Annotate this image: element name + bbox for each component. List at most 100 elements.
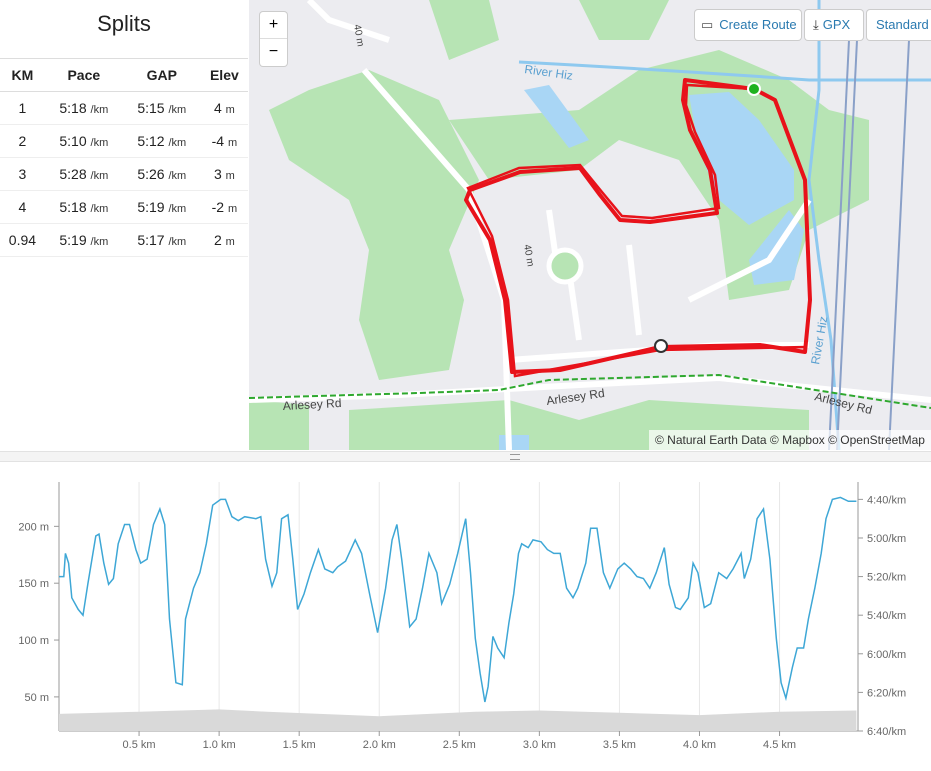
split-cell: 5:15 /km (122, 91, 201, 125)
y-tick-label: 50 m (25, 692, 49, 704)
zoom-out[interactable]: − (268, 43, 279, 60)
zoom-control: + − (260, 12, 287, 66)
split-row: 1 5:18 /km 5:15 /km 4 m (0, 91, 248, 125)
map[interactable]: River Hiz River Hiz Arlesey Rd Arlesey R… (249, 0, 931, 450)
value: -4 (211, 133, 225, 149)
split-cell: 5:18 /km (44, 190, 123, 224)
x-tick-label: 2.0 km (363, 739, 396, 751)
button-label: Create Route (719, 17, 797, 32)
split-row: 4 5:18 /km 5:19 /km -2 m (0, 190, 248, 224)
split-cell: -4 m (200, 124, 248, 158)
value: 5:10 (59, 133, 87, 149)
x-tick-label: 4.0 km (683, 739, 716, 751)
gpx-button[interactable]: ⤓ GPX (805, 10, 863, 40)
split-cell: 4 (0, 190, 45, 224)
value: 5:19 (137, 199, 165, 215)
elevation-area (59, 709, 857, 731)
start-marker (747, 82, 761, 96)
x-tick-label: 3.0 km (523, 739, 556, 751)
x-tick-label: 4.5 km (763, 739, 796, 751)
column-header: KM (0, 59, 45, 92)
split-row: 3 5:28 /km 5:26 /km 3 m (0, 157, 248, 191)
value: 5:15 (137, 100, 165, 116)
value: 5:18 (59, 100, 87, 116)
split-cell: 5:12 /km (122, 124, 201, 158)
y2-tick-label: 6:40/km (867, 726, 906, 738)
split-cell: 5:26 /km (122, 157, 201, 191)
y2-tick-label: 5:40/km (867, 610, 906, 622)
value: 5:26 (137, 166, 165, 182)
create-route-button[interactable]: ▭ Create Route (695, 10, 801, 40)
button-label: GPX (822, 17, 851, 32)
value: 5:17 (137, 232, 165, 248)
button-label: Standard M (876, 17, 931, 32)
map-label: 40 m (521, 244, 536, 268)
unit: /km (90, 203, 109, 215)
unit: /km (168, 236, 187, 248)
split-cell: 3 m (200, 157, 248, 191)
value: 2 (18, 133, 27, 149)
zoom-in[interactable]: + (260, 12, 287, 39)
finish-marker (654, 339, 668, 353)
park (249, 0, 869, 450)
map-canvas: River Hiz River Hiz Arlesey Rd Arlesey R… (249, 0, 931, 450)
roads (249, 0, 931, 450)
split-cell: 5:17 /km (122, 223, 201, 257)
y-tick-label: 150 m (18, 578, 49, 590)
value: 1 (18, 100, 27, 116)
unit: /km (90, 104, 109, 116)
map-label: River Hiz (524, 62, 574, 83)
y2-tick-label: 4:40/km (867, 494, 906, 506)
y2-tick-label: 5:20/km (867, 572, 906, 584)
unit: /km (168, 104, 187, 116)
value: 5:12 (137, 133, 165, 149)
x-tick-label: 3.5 km (603, 739, 636, 751)
column-header: Pace (44, 59, 123, 92)
split-cell: 5:10 /km (44, 124, 123, 158)
unit: m (225, 170, 235, 182)
x-tick-label: 1.0 km (203, 739, 236, 751)
unit: /km (168, 170, 187, 182)
splits-title: Splits (0, 0, 248, 59)
unit: m (225, 104, 235, 116)
value: 5:19 (59, 232, 87, 248)
column-header: Elev (200, 59, 248, 92)
x-tick-label: 1.5 km (283, 739, 316, 751)
unit: m (225, 236, 235, 248)
resize-handle[interactable] (0, 451, 931, 462)
y-tick-label: 100 m (18, 635, 49, 647)
split-cell: 5:19 /km (44, 223, 123, 257)
splits-panel: Splits KM Pace GAP Elev 1 5:18 /km 5:15 /km 4 m… (0, 0, 248, 450)
split-cell: 2 m (200, 223, 248, 257)
split-cell: 4 m (200, 91, 248, 125)
map-attribution: © Natural Earth Data © Mapbox © OpenStre… (655, 433, 925, 447)
unit: /km (168, 137, 187, 149)
unit: m (227, 137, 238, 149)
unit: /km (90, 170, 109, 182)
value: 0.94 (8, 232, 37, 248)
value: 3 (18, 166, 27, 182)
value: 5:28 (59, 166, 87, 182)
x-tick-label: 0.5 km (123, 739, 156, 751)
split-cell: 5:18 /km (44, 91, 123, 125)
value: 3 (213, 166, 222, 182)
split-row: 2 5:10 /km 5:12 /km -4 m (0, 124, 248, 158)
split-cell: -2 m (200, 190, 248, 224)
map-label: 40 m (351, 24, 366, 48)
value: 4 (213, 100, 222, 116)
split-cell: 5:28 /km (44, 157, 123, 191)
value: 5:18 (59, 199, 87, 215)
split-cell: 5:19 /km (122, 190, 201, 224)
map-label: River Hiz (808, 315, 830, 365)
value: -2 (211, 199, 225, 215)
map-style-button[interactable]: Standard M (867, 10, 931, 40)
map-label: Arlesey Rd (282, 396, 341, 413)
split-cell: 3 (0, 157, 45, 191)
x-tick-label: 2.5 km (443, 739, 476, 751)
split-cell: 2 (0, 124, 45, 158)
route (464, 78, 812, 374)
y2-tick-label: 6:00/km (867, 649, 906, 661)
unit: m (227, 203, 238, 215)
column-header: GAP (122, 59, 201, 92)
